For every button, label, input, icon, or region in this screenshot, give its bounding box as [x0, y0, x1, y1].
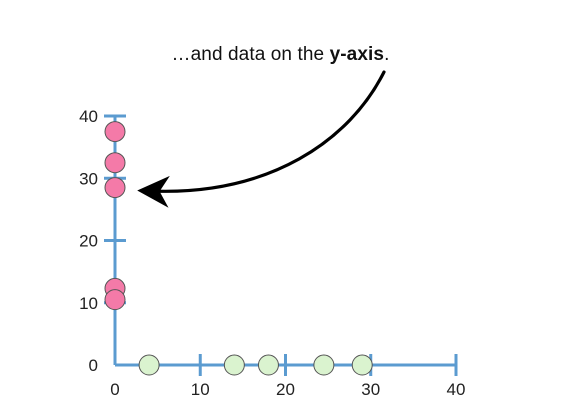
y-tick-label: 10	[79, 294, 98, 313]
y-tick-label: 0	[89, 356, 98, 375]
y-tick-label: 30	[79, 169, 98, 188]
y-axis-point	[104, 177, 126, 199]
tick-labels: 0 10 20 30 40 0 10 20 30 40	[79, 107, 465, 399]
axes	[113, 116, 456, 367]
y-axis-point	[104, 121, 126, 143]
caption-emphasis: y-axis	[329, 44, 385, 65]
caption: …and data on the y-axis.	[0, 44, 561, 66]
caption-suffix: .	[384, 44, 390, 65]
y-axis-point	[104, 289, 126, 311]
x-tick-label: 0	[110, 380, 119, 399]
y-tick-label: 20	[79, 232, 98, 251]
x-axis-point	[257, 354, 279, 376]
x-axis-point	[138, 354, 160, 376]
x-tick-label: 20	[276, 380, 295, 399]
ticks	[104, 114, 458, 376]
x-axis-point	[223, 354, 245, 376]
x-tick-label: 30	[361, 380, 380, 399]
x-axis-point	[313, 354, 335, 376]
y-axis-point	[104, 152, 126, 174]
curved-arrow	[137, 70, 386, 208]
x-tick-label: 40	[447, 380, 466, 399]
x-tick-label: 10	[191, 380, 210, 399]
y-tick-label: 40	[79, 107, 98, 126]
caption-prefix: …and data on the	[171, 44, 330, 65]
data-points	[104, 121, 373, 376]
x-axis-point	[351, 354, 373, 376]
